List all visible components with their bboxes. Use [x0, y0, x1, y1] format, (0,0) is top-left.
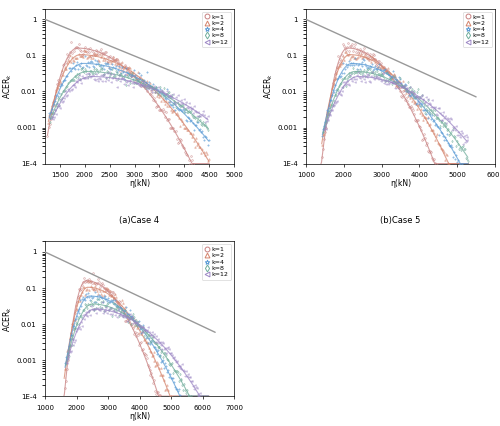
Legend: k=1, k=2, k=4, k=8, k=12: k=1, k=2, k=4, k=8, k=12 [202, 12, 231, 47]
Title: (a)Case 4: (a)Case 4 [120, 216, 160, 225]
X-axis label: η(kN): η(kN) [390, 179, 411, 188]
Legend: k=1, k=2, k=4, k=8, k=12: k=1, k=2, k=4, k=8, k=12 [202, 244, 231, 280]
Legend: k=1, k=2, k=4, k=8, k=12: k=1, k=2, k=4, k=8, k=12 [463, 12, 492, 47]
Y-axis label: ACER$_k$: ACER$_k$ [1, 73, 14, 99]
X-axis label: η(kN): η(kN) [129, 412, 150, 421]
Y-axis label: ACER$_k$: ACER$_k$ [1, 305, 14, 332]
Title: (b)Case 5: (b)Case 5 [380, 216, 420, 225]
Y-axis label: ACER$_k$: ACER$_k$ [262, 73, 274, 99]
X-axis label: η(kN): η(kN) [129, 179, 150, 188]
